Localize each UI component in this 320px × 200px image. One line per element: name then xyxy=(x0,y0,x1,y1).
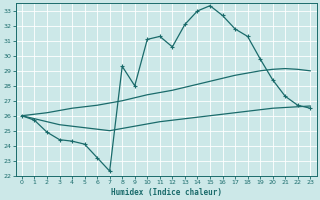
X-axis label: Humidex (Indice chaleur): Humidex (Indice chaleur) xyxy=(111,188,221,197)
